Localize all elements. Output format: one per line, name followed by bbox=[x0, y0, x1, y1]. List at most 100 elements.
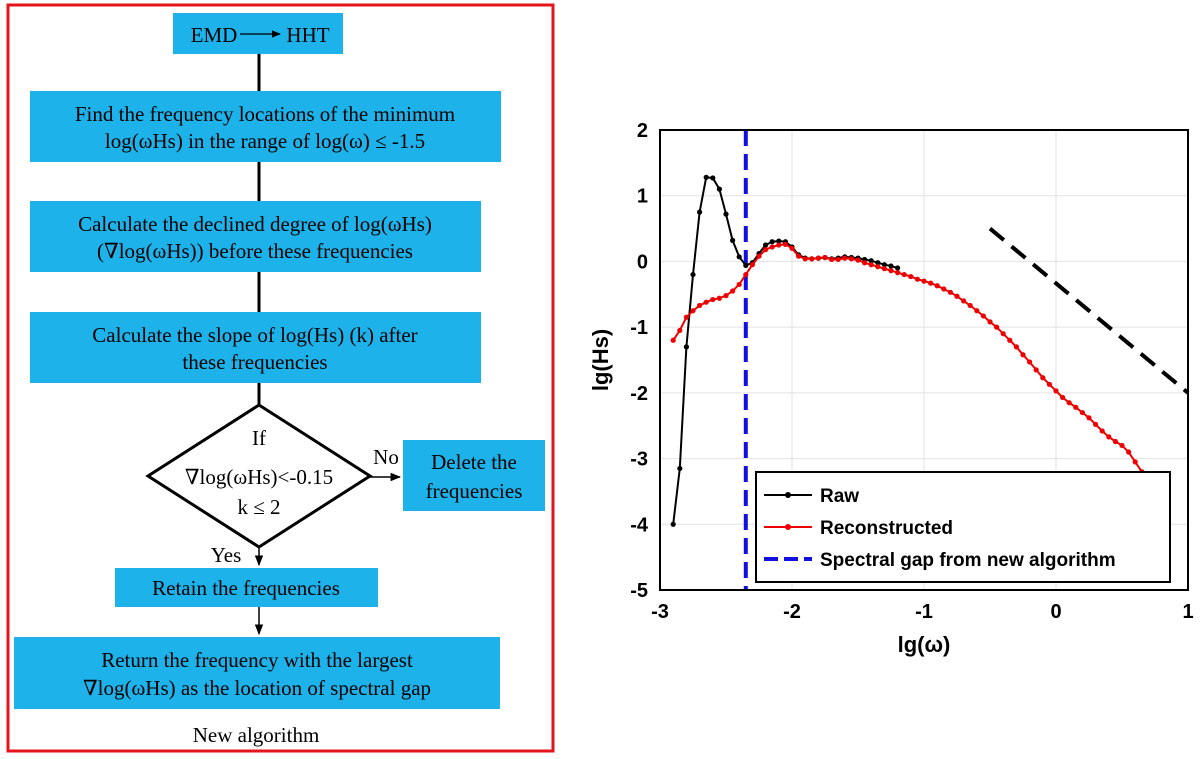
delete-frequencies-line1: Delete the bbox=[431, 450, 517, 474]
x-tick-label: 1 bbox=[1182, 601, 1193, 623]
raw-point bbox=[697, 209, 703, 215]
series-layer bbox=[670, 130, 1149, 590]
legend: Raw Reconstructed Spectral gap from new al… bbox=[755, 471, 1171, 583]
y-tick-label: -1 bbox=[630, 317, 648, 339]
reconstructed-point bbox=[848, 256, 854, 262]
reconstructed-point bbox=[1132, 459, 1138, 465]
legend-label: Reconstructed bbox=[820, 518, 953, 539]
reconstructed-point bbox=[822, 254, 828, 261]
reconstructed-point bbox=[1119, 442, 1125, 449]
step-find-minimum-line1: Find the frequency locations of the mini… bbox=[75, 102, 455, 126]
legend-label: Spectral gap from new algorithm bbox=[820, 550, 1116, 571]
reconstructed-point bbox=[1126, 449, 1132, 455]
decision-line1: If bbox=[252, 426, 266, 450]
y-tick-label: 1 bbox=[637, 186, 648, 208]
reconstructed-point bbox=[1020, 352, 1026, 358]
reconstructed-point bbox=[796, 253, 802, 259]
raw-point bbox=[703, 174, 709, 180]
reconstructed-point bbox=[1106, 434, 1112, 440]
reconstructed-point bbox=[1040, 375, 1046, 381]
reconstructed-point bbox=[789, 245, 795, 251]
step-find-minimum-line2: log(ωHs) in the range of log(ω) ≤ -1.5 bbox=[105, 129, 425, 153]
reconstructed-point bbox=[888, 268, 894, 274]
y-tick-label: 0 bbox=[637, 251, 648, 273]
reference-line-layer bbox=[988, 227, 1190, 395]
x-tick-label: -2 bbox=[783, 601, 801, 623]
reconstructed-point bbox=[703, 299, 709, 305]
legend-label: Raw bbox=[820, 486, 859, 507]
raw-point bbox=[881, 262, 887, 268]
reconstructed-point bbox=[987, 319, 993, 325]
raw-point bbox=[683, 344, 689, 350]
reconstructed-point bbox=[736, 281, 742, 288]
step-slope-box bbox=[30, 312, 481, 383]
reconstructed-point bbox=[842, 255, 848, 261]
reconstructed-point bbox=[1046, 381, 1052, 387]
decision-yes-label: Yes bbox=[211, 543, 242, 567]
reconstructed-point bbox=[697, 302, 703, 309]
y-axis-label: lg(Hs) bbox=[588, 329, 613, 391]
step-declined-degree-box bbox=[30, 201, 481, 272]
raw-point bbox=[875, 260, 881, 266]
reconstructed-point bbox=[1073, 404, 1079, 410]
reconstructed-point bbox=[743, 271, 749, 278]
raw-point bbox=[736, 254, 742, 260]
reconstructed-point bbox=[1060, 394, 1066, 401]
y-tick-label: -5 bbox=[630, 580, 648, 602]
retain-frequencies-label: Retain the frequencies bbox=[152, 576, 340, 600]
reconstructed-point bbox=[868, 262, 874, 268]
reconstructed-point bbox=[769, 244, 775, 250]
reconstructed-point bbox=[815, 255, 821, 261]
reconstructed-point bbox=[881, 266, 887, 272]
raw-point bbox=[868, 258, 874, 264]
x-tick-label: -3 bbox=[651, 601, 669, 623]
reconstructed-point bbox=[1000, 331, 1006, 337]
reconstructed-point bbox=[1033, 367, 1039, 373]
legend-swatch-marker bbox=[785, 524, 791, 530]
spectrum-chart: -3 -2 -1 0 1 2 1 0 -1 -2 -3 -4 -5 lg(ω) lg(Hs) Raw Re… bbox=[588, 120, 1194, 657]
step-declined-degree-line1: Calculate the declined degree of log(ωHs… bbox=[78, 212, 432, 236]
decision-line3: k ≤ 2 bbox=[237, 495, 280, 519]
reconstructed-point bbox=[1112, 438, 1118, 445]
reconstructed-point bbox=[683, 314, 689, 320]
reconstructed-point bbox=[1099, 428, 1105, 434]
reconstructed-point bbox=[1007, 337, 1013, 343]
tick-layer: -3 -2 -1 0 1 2 1 0 -1 -2 -3 -4 -5 bbox=[630, 120, 1193, 623]
raw-point bbox=[716, 186, 722, 192]
reconstructed-point bbox=[947, 289, 953, 295]
step-declined-degree-line2: (∇log(ωHs)) before these frequencies bbox=[97, 239, 413, 263]
reconstructed-point bbox=[730, 288, 736, 294]
legend-box bbox=[755, 471, 1171, 583]
flowchart-caption: New algorithm bbox=[193, 723, 320, 747]
reconstructed-point bbox=[967, 302, 973, 309]
delete-frequencies-line2: frequencies bbox=[426, 479, 523, 503]
x-axis-label: lg(ω) bbox=[898, 632, 951, 657]
reconstructed-point bbox=[776, 242, 782, 248]
reconstructed-point bbox=[690, 308, 696, 314]
step-slope-line1: Calculate the slope of log(Hs) (k) after bbox=[92, 323, 417, 347]
legend-swatch-marker bbox=[785, 492, 791, 498]
y-tick-label: -2 bbox=[630, 383, 648, 405]
start-label-emd: EMD bbox=[191, 23, 238, 47]
reconstructed-point bbox=[1013, 344, 1019, 350]
reconstructed-point bbox=[895, 270, 901, 276]
raw-point bbox=[690, 271, 696, 278]
reconstructed-point bbox=[716, 295, 722, 301]
flowchart: EMD HHT Find the frequency locations of … bbox=[6, 3, 555, 753]
reconstructed-point bbox=[782, 241, 788, 247]
reconstructed-point bbox=[670, 337, 676, 343]
reconstructed-point bbox=[974, 308, 980, 314]
final-step-box bbox=[14, 637, 500, 709]
reconstructed-point bbox=[954, 293, 960, 299]
retain-frequencies-box bbox=[115, 568, 378, 607]
raw-point bbox=[710, 175, 716, 181]
reconstructed-point bbox=[763, 247, 769, 253]
reconstructed-point bbox=[723, 293, 729, 299]
reference-slope-line bbox=[988, 227, 1190, 395]
reconstructed-point bbox=[855, 257, 861, 263]
delete-frequencies-box bbox=[403, 440, 545, 511]
step-slope-line2: these frequencies bbox=[182, 350, 327, 374]
reconstructed-point bbox=[1053, 388, 1059, 394]
reconstructed-point bbox=[994, 324, 1000, 330]
reconstructed-point bbox=[875, 264, 881, 270]
